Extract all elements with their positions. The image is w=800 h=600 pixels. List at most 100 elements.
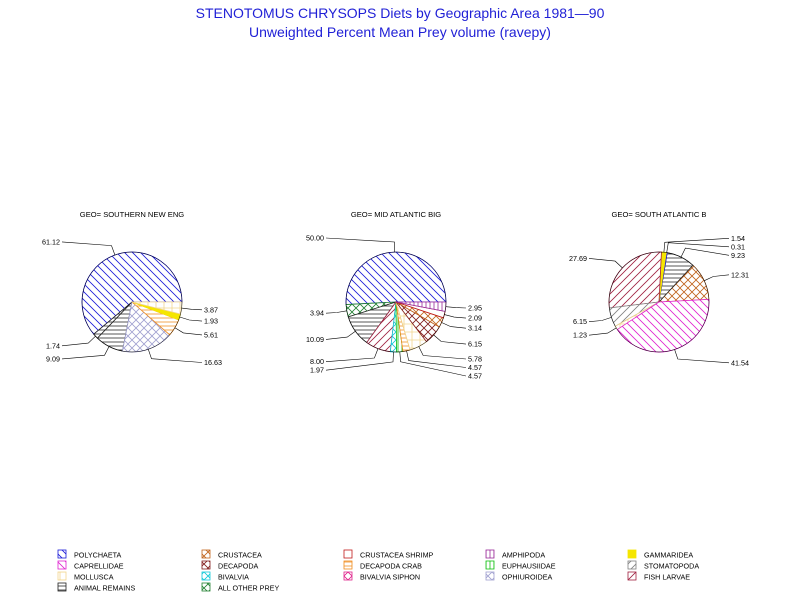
pie-slice-fish-larvae [608, 251, 662, 309]
legend-item-amphipoda: AMPHIPODA [485, 549, 545, 560]
leader-line [588, 317, 612, 322]
legend-item-mollusca: MOLLUSCA [57, 571, 114, 582]
legend-label: AMPHIPODA [502, 551, 545, 560]
legend-item-all-other-prey: ALL OTHER PREY [201, 582, 279, 593]
legend-swatch [343, 571, 353, 581]
leader-line [444, 314, 467, 319]
legend-item-crustacea: CRUSTACEA [201, 549, 262, 560]
legend: POLYCHAETA CRUSTACEA CRUSTACEA SHRIMP AMPHI… [57, 549, 699, 593]
pie-data-label: 2.95 [468, 304, 482, 313]
pie-data-label: 8.00 [310, 357, 324, 366]
legend-label: ALL OTHER PREY [218, 584, 279, 593]
legend-label: CRUSTACEA SHRIMP [360, 551, 434, 560]
pie-data-label: 1.74 [46, 341, 60, 350]
legend-item-bivalvia-siphon: BIVALVIA SIPHON [343, 571, 420, 582]
leader-line [399, 351, 467, 377]
leader-line [61, 346, 110, 360]
leader-line [663, 238, 730, 253]
pie-data-label: 1.54 [731, 234, 745, 243]
pie-data-label: 1.93 [204, 317, 218, 326]
pies-layer: GEO= SOUTHERN NEW ENG 3.87 1.93 5.61 16.63 61… [42, 210, 749, 381]
leader-line [441, 322, 467, 329]
legend-label: GAMMARIDEA [644, 551, 693, 560]
leader-line [148, 349, 203, 363]
legend-swatch [57, 560, 67, 570]
chart-title-block: STENOTOMUS CHRYSOPS Diets by Geographic … [0, 4, 800, 42]
pie-data-label: 5.78 [468, 355, 482, 364]
pie-title-3: GEO= SOUTH ATLANTIC B [611, 210, 706, 219]
pie-slice-polychaeta [345, 251, 447, 305]
legend-swatch [343, 549, 353, 559]
pie-chart-2: GEO= MID ATLANTIC BIG 2.952.093.14 6.15 5.7… [306, 210, 482, 381]
legend-swatch [57, 549, 67, 559]
pie-data-label: 3.94 [310, 309, 324, 318]
legend-label: CAPRELLIDAE [74, 562, 124, 571]
legend-swatch [57, 582, 67, 592]
legend-item-stomatopoda: STOMATOPODA [627, 560, 699, 571]
pie-data-label: 10.09 [306, 335, 324, 344]
pie-data-label: 16.63 [204, 358, 222, 367]
pie-data-label: 61.12 [42, 237, 60, 246]
legend-swatch [201, 549, 211, 559]
legend-item-caprellidae: CAPRELLIDAE [57, 560, 124, 571]
legend-label: OPHIUROIDEA [502, 573, 553, 582]
legend-swatch [57, 571, 67, 581]
legend-label: CRUSTACEA [218, 551, 262, 560]
pie-title-2: GEO= MID ATLANTIC BIG [351, 210, 441, 219]
pie-data-label: 6.15 [573, 317, 587, 326]
legend-label: DECAPODA [218, 562, 259, 571]
pie-data-label: 27.69 [569, 254, 587, 263]
legend-item-polychaeta: POLYCHAETA [57, 549, 121, 560]
legend-swatch [627, 560, 637, 570]
leader-line [588, 258, 623, 269]
legend-swatch [485, 560, 495, 570]
legend-item-decapoda: DECAPODA [201, 560, 259, 571]
leader-line [325, 351, 394, 371]
chart-title: STENOTOMUS CHRYSOPS Diets by Geographic … [195, 5, 605, 21]
pie-data-label: 1.23 [573, 331, 587, 340]
legend-item-bivalvia: BIVALVIA [201, 571, 249, 582]
legend-swatch [201, 571, 211, 581]
leader-line [666, 242, 730, 253]
pie-data-label: 9.23 [731, 251, 745, 260]
legend-label: POLYCHAETA [74, 551, 121, 560]
pie-data-label: 9.09 [46, 354, 60, 363]
legend-label: ANIMAL REMAINS [74, 584, 135, 593]
pie-data-label: 4.57 [468, 363, 482, 372]
leader-line [674, 349, 730, 364]
leader-line [418, 346, 467, 360]
leader-line [325, 330, 356, 340]
legend-item-euphausiidae: EUPHAUSIIDAE [485, 560, 556, 571]
legend-item-gammaridea: GAMMARIDEA [627, 549, 693, 560]
pie-data-label: 1.97 [310, 366, 324, 375]
legend-swatch [343, 560, 353, 570]
pie-data-label: 12.31 [731, 270, 749, 279]
legend-label: FISH LARVAE [644, 573, 690, 582]
leader-line [445, 306, 467, 309]
pie-data-label: 3.87 [204, 305, 218, 314]
pie-data-label: 5.61 [204, 330, 218, 339]
leader-line [406, 350, 467, 368]
leader-line [680, 247, 730, 258]
leader-line [61, 335, 96, 347]
pie-title-1: GEO= SOUTHERN NEW ENG [80, 210, 185, 219]
legend-swatch [485, 571, 495, 581]
pie-data-label: 4.57 [468, 372, 482, 381]
leader-line [433, 334, 467, 345]
legend-label: BIVALVIA SIPHON [360, 573, 420, 582]
legend-swatch [201, 560, 211, 570]
legend-label: DECAPODA CRAB [360, 562, 422, 571]
legend-item-fish-larvae: FISH LARVAE [627, 571, 690, 582]
legend-label: MOLLUSCA [74, 573, 114, 582]
leader-line [181, 307, 203, 311]
legend-label: EUPHAUSIIDAE [502, 562, 556, 571]
legend-item-crustacea-shrimp: CRUSTACEA SHRIMP [343, 549, 434, 560]
pie-chart-1: GEO= SOUTHERN NEW ENG 3.87 1.93 5.61 16.63 61… [42, 210, 222, 367]
leader-line [179, 316, 203, 322]
pie-data-label: 3.14 [468, 324, 482, 333]
legend-label: BIVALVIA [218, 573, 249, 582]
legend-item-decapoda-crab: DECAPODA CRAB [343, 560, 422, 571]
pie-data-label: 2.09 [468, 314, 482, 323]
leader-line [588, 327, 617, 336]
